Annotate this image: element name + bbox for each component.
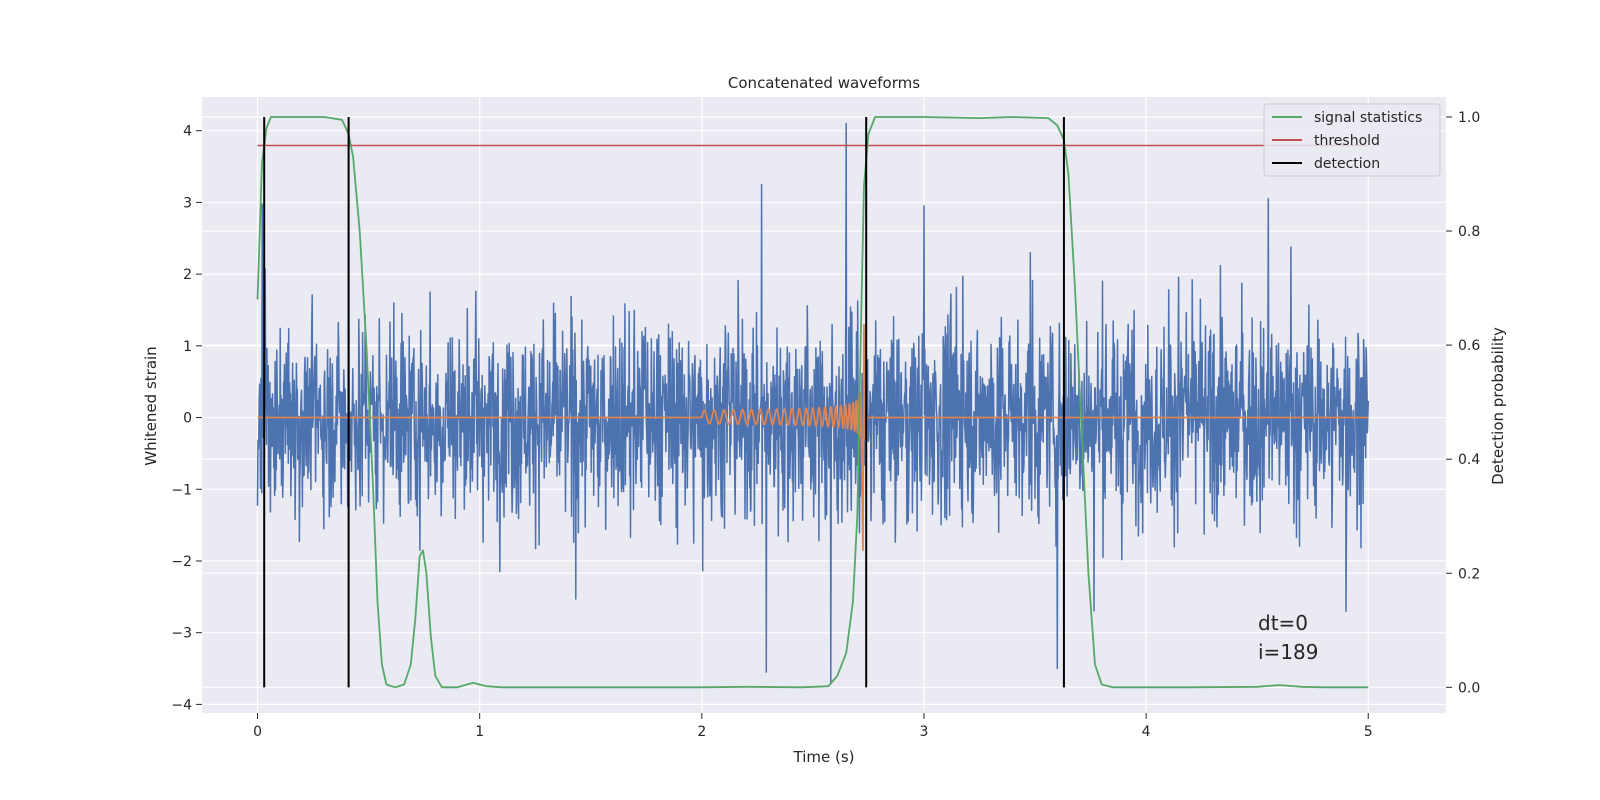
chirp-series-line	[257, 324, 1369, 552]
y2-tick-label: 1.0	[1458, 110, 1480, 126]
annotation-index: i=189	[1258, 640, 1319, 664]
data-layer	[256, 116, 1370, 689]
legend-box	[1263, 103, 1441, 177]
y-tick-label: −2	[171, 554, 192, 570]
y2-axis-label: Detection probability	[1489, 327, 1507, 485]
y-tick-label: −4	[171, 697, 192, 713]
x-tick-label: 4	[1142, 724, 1151, 740]
annotation-dt: dt=0	[1258, 611, 1308, 635]
x-axis-label: Time (s)	[793, 748, 855, 766]
y-tick-label: 1	[183, 339, 192, 355]
y-tick-label: 3	[183, 195, 192, 211]
y2-tick-label: 0.2	[1458, 566, 1480, 582]
x-tick-label: 0	[253, 724, 262, 740]
chart-title: Concatenated waveforms	[728, 74, 920, 92]
axes: 0 1 2 3 4 5 −4 −3 −2 −1 0 1 2 3 4 0.0 0.2 0.4 0.6 0.8 1.0	[171, 110, 1480, 740]
legend-label-threshold: threshold	[1314, 133, 1380, 149]
x-tick-label: 2	[697, 724, 706, 740]
y-tick-label: −3	[171, 626, 192, 642]
x-tick-label: 5	[1364, 724, 1373, 740]
signal-statistics-line	[256, 116, 1369, 689]
strain-series-line	[256, 122, 1370, 684]
legend: signal statistics threshold detection	[1263, 103, 1441, 177]
y2-tick-label: 0.0	[1458, 680, 1480, 696]
legend-label-detection: detection	[1314, 156, 1380, 172]
y-axis-label: Whitened strain	[142, 346, 160, 465]
y-tick-label: 2	[183, 267, 192, 283]
y-tick-label: 4	[183, 124, 192, 140]
y-tick-label: −1	[171, 482, 192, 498]
x-tick-label: 1	[475, 724, 484, 740]
y2-tick-label: 0.6	[1458, 338, 1480, 354]
y2-tick-label: 0.8	[1458, 224, 1480, 240]
y-tick-label: 0	[183, 411, 192, 427]
legend-label-signal-statistics: signal statistics	[1314, 110, 1422, 126]
y2-tick-label: 0.4	[1458, 452, 1480, 468]
x-tick-label: 3	[920, 724, 929, 740]
